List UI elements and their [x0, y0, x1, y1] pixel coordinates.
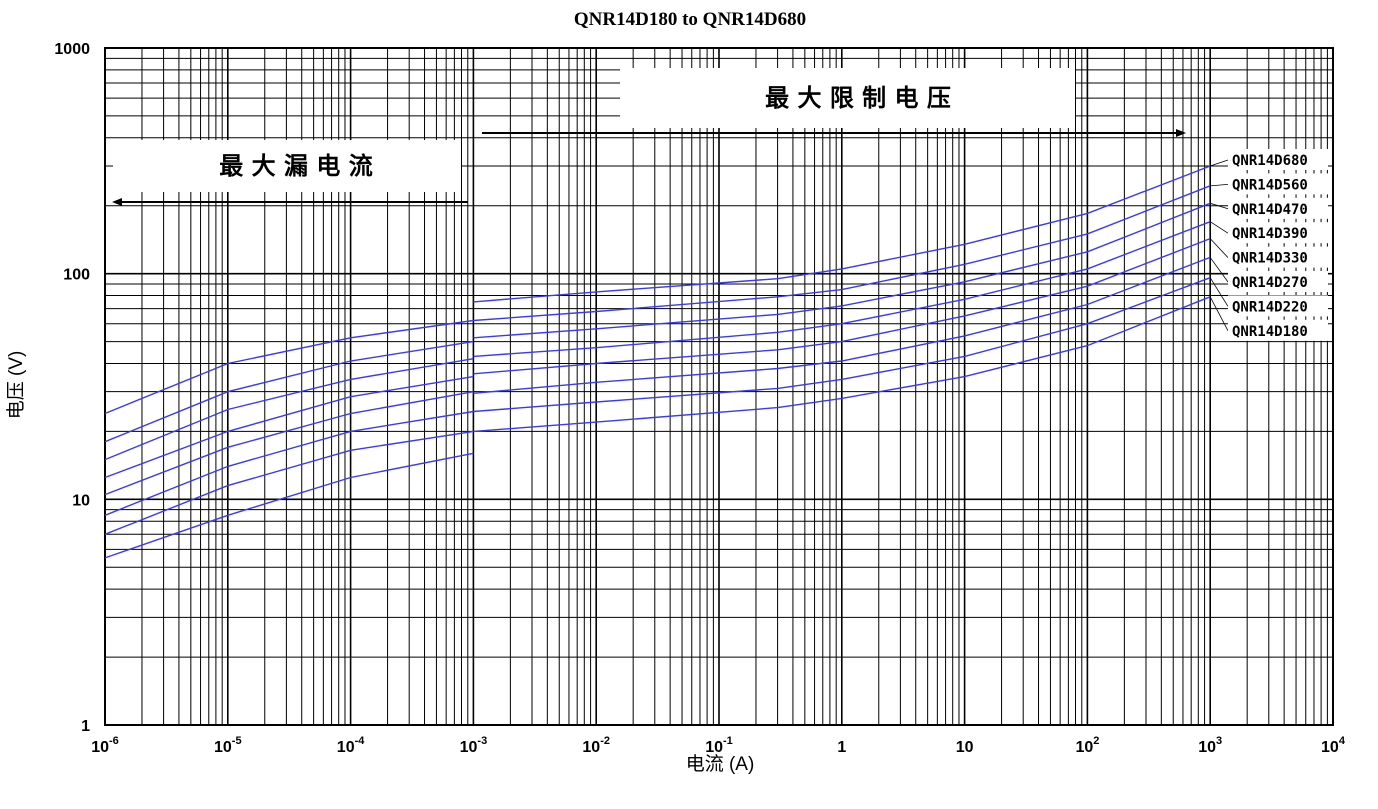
leakage-current-label: 最 大 漏 电 流	[219, 152, 372, 180]
clamping-line-qnr14d220	[473, 277, 1211, 413]
clamping-line-qnr14d560	[473, 185, 1211, 322]
legend-leader	[1210, 159, 1229, 167]
legend-label-bg	[1228, 319, 1328, 341]
clamping-line-qnr14d270	[473, 256, 1211, 394]
legend-label-bg	[1228, 271, 1328, 292]
legend-leader	[1209, 296, 1229, 331]
clamping-line-qnr14d180	[473, 296, 1211, 433]
legend-leader	[1210, 184, 1229, 187]
leakage-line-qnr14d180	[104, 452, 474, 559]
x-tick-label: 10-4	[337, 735, 365, 756]
legend: QNR14D680 QNR14D560 QNR14D470 QNR14D390 QNR1…	[1209, 149, 1328, 341]
leakage-line-qnr14d330	[104, 391, 474, 496]
legend-leader	[1209, 238, 1229, 258]
tick-labels: 10-6 10-5 10-4 10-3 10-2 10-1 1 10 102 103 104 1 10 1…	[54, 41, 1345, 756]
y-tick-label: 1000	[54, 41, 90, 58]
leakage-line-qnr14d220	[104, 430, 474, 535]
clamping-line-qnr14d470	[473, 202, 1211, 339]
series-lines	[104, 165, 1211, 559]
leakage-line-qnr14d680	[104, 319, 474, 415]
clamping-arrowhead	[1176, 129, 1186, 137]
x-tick-label: 10-1	[705, 735, 733, 756]
legend-leader	[1209, 221, 1229, 234]
legend-leader	[1210, 202, 1229, 210]
legend-label: QNR14D680	[1232, 153, 1308, 169]
legend-label: QNR14D390	[1232, 226, 1308, 242]
clamping-line-qnr14d390	[473, 221, 1211, 358]
legend-label: QNR14D180	[1232, 324, 1308, 340]
leakage-line-qnr14d270	[104, 410, 474, 516]
x-tick-label: 104	[1321, 735, 1346, 756]
legend-label: QNR14D470	[1232, 202, 1308, 218]
leakage-arrowhead	[112, 198, 122, 206]
legend-label-bg	[1228, 222, 1328, 244]
legend-label: QNR14D560	[1232, 177, 1308, 193]
x-tick-label: 103	[1198, 735, 1222, 756]
x-tick-label: 10-3	[460, 735, 488, 756]
legend-label: QNR14D270	[1232, 275, 1308, 291]
x-tick-label: 10-2	[582, 735, 610, 756]
clamping-voltage-label: 最 大 限 制 电 压	[765, 84, 951, 112]
legend-leader	[1209, 277, 1229, 307]
y-tick-label: 100	[63, 267, 90, 284]
y-tick-label: 1	[81, 718, 90, 735]
chart-title: QNR14D180 to QNR14D680	[574, 9, 806, 30]
legend-label-bg	[1228, 246, 1328, 268]
leakage-line-qnr14d470	[104, 358, 474, 461]
leakage-line-qnr14d390	[104, 375, 474, 479]
x-tick-label: 102	[1075, 735, 1099, 756]
annotations: 最 大 漏 电 流 最 大 限 制 电 压	[112, 68, 1186, 206]
clamping-line-qnr14d330	[473, 237, 1211, 375]
leakage-line-qnr14d560	[104, 340, 474, 443]
legend-label-bg	[1228, 173, 1328, 195]
x-tick-label: 10-5	[214, 735, 242, 756]
legend-leader	[1209, 257, 1229, 283]
clamping-label-box	[620, 68, 1075, 128]
legend-label-bg	[1228, 295, 1328, 317]
x-axis-label: 电流 (A)	[686, 753, 755, 775]
clamping-line-qnr14d680	[473, 165, 1211, 303]
plot-frame	[104, 47, 1334, 726]
x-tick-label: 10-6	[91, 735, 119, 756]
x-tick-label: 10	[956, 739, 974, 756]
legend-label: QNR14D220	[1232, 299, 1308, 315]
leakage-label-box	[113, 140, 461, 192]
legend-label: QNR14D330	[1232, 251, 1308, 267]
x-tick-label: 1	[837, 739, 846, 756]
y-axis-label: 电压 (V)	[5, 351, 27, 420]
legend-label-bg	[1228, 149, 1328, 170]
legend-label-bg	[1228, 197, 1328, 219]
y-tick-label: 10	[72, 492, 90, 509]
